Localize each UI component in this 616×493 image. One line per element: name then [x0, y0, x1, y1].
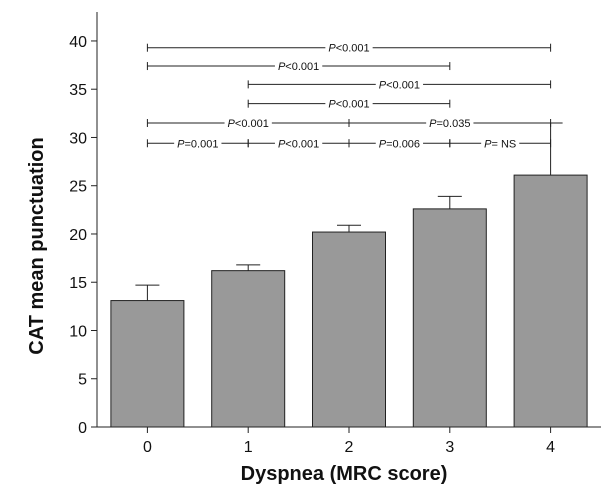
label-background [274, 60, 323, 75]
error-bars-group [135, 122, 563, 301]
significance-label: P<0.001 [328, 99, 369, 111]
y-tick-label-15: 15 [69, 275, 87, 292]
significance-label: P= NS [484, 138, 516, 150]
label-background [481, 137, 520, 152]
significance-bracket-0-1: P=0.001 [146, 137, 249, 152]
label-background [325, 41, 373, 56]
significance-label: P<0.001 [379, 79, 420, 91]
x-tick-label-1: 1 [244, 439, 253, 456]
label-background [224, 116, 272, 131]
significance-bracket-0-4: P<0.001 [146, 41, 552, 56]
label-background [426, 116, 474, 131]
y-tick-label-35: 35 [69, 82, 87, 99]
significance-label: P=0.035 [429, 118, 470, 130]
y-tick-label-25: 25 [69, 179, 87, 196]
y-tick-label-5: 5 [78, 372, 87, 389]
label-background [325, 97, 373, 112]
significance-label: P<0.001 [278, 61, 319, 73]
bar-0 [110, 300, 185, 428]
significance-bracket-2-4: P=0.035 [348, 116, 552, 131]
label-background [274, 137, 323, 152]
significance-bracket-1-2: P<0.001 [247, 137, 350, 152]
x-tick-label-2: 2 [345, 439, 354, 456]
bar-3 [412, 208, 487, 428]
bars-group [110, 174, 588, 428]
significance-group: P<0.001 P<0.001 P<0.001 P<0.001 P<0.001 P=0.0… [146, 41, 552, 152]
significance-label: P=0.006 [379, 138, 420, 150]
y-tick-label-10: 10 [69, 323, 87, 340]
significance-bracket-2-3: P=0.006 [348, 137, 451, 152]
bar-4 [513, 174, 588, 428]
significance-label: P<0.001 [328, 43, 369, 55]
significance-label: P=0.001 [177, 138, 218, 150]
significance-label: P<0.001 [228, 118, 269, 130]
label-background [375, 78, 424, 93]
significance-bracket-1-3: P<0.001 [247, 97, 451, 112]
significance-bracket-1-4: P<0.001 [247, 78, 552, 93]
y-tick-label-40: 40 [69, 34, 87, 51]
significance-bracket-0-3: P<0.001 [146, 60, 451, 75]
bar-2 [312, 231, 386, 428]
bar-1 [211, 270, 286, 428]
label-background [174, 137, 222, 152]
y-axis-label: CAT mean punctuation [26, 137, 48, 354]
x-tick-label-0: 0 [143, 439, 152, 456]
label-background [375, 137, 424, 152]
y-tick-label-0: 0 [78, 420, 87, 437]
x-tick-label-4: 4 [546, 439, 555, 456]
significance-label: P<0.001 [278, 138, 319, 150]
significance-bracket-3-4: P= NS [449, 137, 552, 152]
y-tick-label-20: 20 [69, 227, 87, 244]
x-tick-label-3: 3 [445, 439, 454, 456]
axes-group: 0 5 10 15 20 25 30 35 40 0 1 2 3 4 [69, 12, 601, 456]
x-axis-label: Dyspnea (MRC score) [241, 463, 448, 485]
y-tick-label-30: 30 [69, 130, 87, 147]
significance-bracket-0-2: P<0.001 [146, 116, 350, 131]
